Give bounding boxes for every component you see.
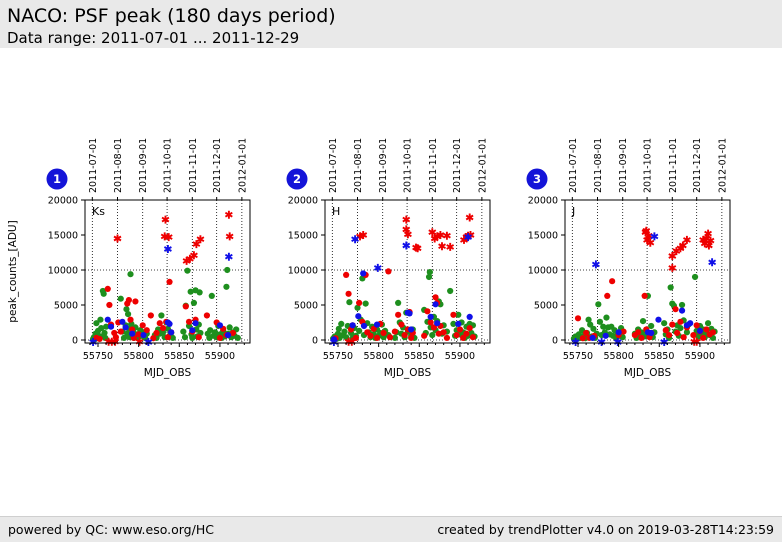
y-tick-label: 0 — [312, 335, 318, 346]
date-tick-label: 2011-08-01 — [593, 138, 604, 193]
footer-powered-by: powered by QC: www.eso.org/HC — [8, 522, 214, 537]
x-tick-label: 55800 — [124, 351, 154, 362]
x-tick-label: 55900 — [685, 351, 715, 362]
date-tick-label: 2011-10-01 — [643, 138, 654, 193]
chart-panel-H: 2011-07-01 2011-08-01 2011-09-01 2011-10-01… — [286, 138, 491, 379]
x-tick-label: 55750 — [323, 351, 353, 362]
y-tick-label: 10000 — [528, 265, 558, 276]
date-tick-label: 2012-01-01 — [717, 138, 728, 193]
x-tick-label: 55800 — [604, 351, 634, 362]
panel-letter-label: H — [332, 205, 340, 218]
y-tick-label: 10000 — [48, 265, 78, 276]
date-tick-label: 2012-01-01 — [237, 138, 248, 193]
panel-letter-label: Ks — [92, 205, 105, 218]
y-tick-label: 20000 — [288, 196, 318, 207]
y-tick-label: 5000 — [534, 300, 558, 311]
footer-created-by: created by trendPlotter v4.0 on 2019-03-… — [437, 522, 774, 537]
chart-panel-Ks: 2011-07-01 2011-08-01 2011-09-01 2011-10-01… — [7, 138, 251, 379]
date-tick-label: 2011-11-01 — [188, 138, 199, 193]
date-tick-label: 2011-10-01 — [163, 138, 174, 193]
series-red-circles — [332, 268, 477, 342]
date-tick-label: 2011-12-01 — [692, 138, 703, 193]
series-blue-circles — [589, 307, 704, 341]
panel-number-badge-text: 1 — [53, 172, 61, 186]
y-tick-label: 15000 — [288, 230, 318, 241]
date-tick-label: 2011-08-01 — [113, 138, 124, 193]
date-tick-label: 2011-10-01 — [403, 138, 414, 193]
date-tick-label: 2011-07-01 — [328, 138, 339, 193]
x-tick-label: 55850 — [164, 351, 194, 362]
panel-letter-label: J — [571, 205, 575, 218]
x-tick-label: 55850 — [404, 351, 434, 362]
y-tick-label: 5000 — [54, 300, 78, 311]
y-tick-label: 5000 — [294, 300, 318, 311]
data-range-subtitle: Data range: 2011-07-01 ... 2011-12-29 — [7, 29, 300, 47]
y-tick-label: 15000 — [528, 230, 558, 241]
panel-number-badge — [526, 168, 548, 190]
x-tick-label: 55800 — [364, 351, 394, 362]
y-tick-label: 20000 — [48, 196, 78, 207]
x-axis-label: MJD_OBS — [144, 367, 192, 379]
panel-number-badge — [46, 168, 68, 190]
y-tick-label: 0 — [552, 335, 558, 346]
panel-number-badge-text: 3 — [533, 172, 541, 186]
panel-number-badge — [286, 168, 308, 190]
series-blue-circles — [104, 316, 232, 339]
series-blue-stars — [89, 245, 233, 346]
header: NACO: PSF peak (180 days period) Data ra… — [0, 0, 782, 48]
date-tick-label: 2011-11-01 — [428, 138, 439, 193]
x-tick-label: 55850 — [644, 351, 674, 362]
y-tick-label: 10000 — [288, 265, 318, 276]
y-tick-label: 15000 — [48, 230, 78, 241]
date-tick-label: 2011-09-01 — [378, 138, 389, 193]
series-red-stars — [104, 210, 234, 346]
date-tick-label: 2011-12-01 — [212, 138, 223, 193]
date-tick-label: 2011-08-01 — [353, 138, 364, 193]
chart-panel-J: 2011-07-01 2011-08-01 2011-09-01 2011-10-01… — [526, 138, 731, 379]
x-axis-label: MJD_OBS — [624, 367, 672, 379]
x-tick-label: 55750 — [83, 351, 113, 362]
y-tick-label: 20000 — [528, 196, 558, 207]
series-red-stars — [641, 226, 715, 346]
page-title: NACO: PSF peak (180 days period) — [7, 5, 336, 27]
date-tick-label: 2012-01-01 — [477, 138, 488, 193]
series-blue-circles — [330, 270, 473, 343]
date-tick-label: 2011-09-01 — [618, 138, 629, 193]
y-axis-label: peak_counts_[ADU] — [7, 220, 19, 322]
date-tick-label: 2011-09-01 — [138, 138, 149, 193]
date-tick-label: 2011-12-01 — [452, 138, 463, 193]
date-tick-label: 2011-07-01 — [568, 138, 579, 193]
panel-number-badge-text: 2 — [293, 172, 301, 186]
x-axis-label: MJD_OBS — [384, 367, 432, 379]
x-tick-label: 55900 — [205, 351, 235, 362]
figure-area: 2011-07-01 2011-08-01 2011-09-01 2011-10-01… — [0, 48, 782, 508]
y-tick-label: 0 — [72, 335, 78, 346]
date-tick-label: 2011-11-01 — [668, 138, 679, 193]
series-blue-stars — [330, 233, 472, 346]
footer: powered by QC: www.eso.org/HC created by… — [0, 516, 782, 542]
x-tick-label: 55900 — [445, 351, 475, 362]
date-tick-label: 2011-07-01 — [88, 138, 99, 193]
x-tick-label: 55750 — [563, 351, 593, 362]
